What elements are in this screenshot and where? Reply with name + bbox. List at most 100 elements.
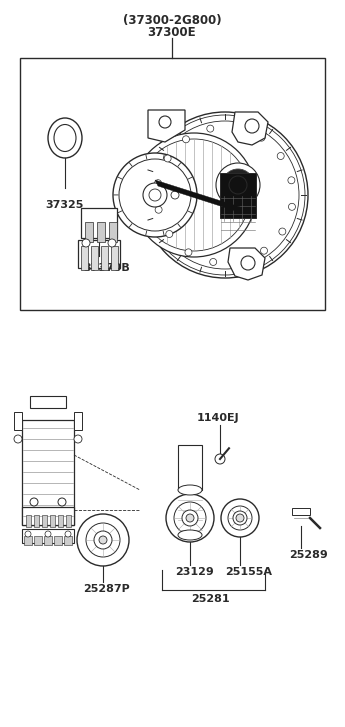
Circle shape xyxy=(279,228,286,235)
Circle shape xyxy=(221,499,259,537)
Text: 37370B: 37370B xyxy=(83,263,130,273)
Bar xyxy=(81,246,88,270)
Circle shape xyxy=(77,514,129,566)
Circle shape xyxy=(233,124,240,132)
Ellipse shape xyxy=(178,485,202,495)
Bar xyxy=(58,515,63,527)
Bar xyxy=(22,507,74,525)
Circle shape xyxy=(185,249,192,256)
Ellipse shape xyxy=(48,118,82,158)
Text: (37300-2G800): (37300-2G800) xyxy=(123,14,221,27)
Ellipse shape xyxy=(54,124,76,151)
Circle shape xyxy=(108,239,116,247)
Bar xyxy=(85,222,93,242)
Bar xyxy=(22,529,74,543)
Circle shape xyxy=(174,502,206,534)
Circle shape xyxy=(229,176,247,194)
Bar xyxy=(14,412,22,430)
Bar xyxy=(24,536,32,545)
Circle shape xyxy=(138,139,250,251)
Circle shape xyxy=(65,531,71,537)
Circle shape xyxy=(216,163,260,207)
Circle shape xyxy=(288,177,295,184)
Circle shape xyxy=(228,506,252,530)
Text: 25155A: 25155A xyxy=(225,567,272,577)
Circle shape xyxy=(288,204,295,210)
Circle shape xyxy=(166,230,173,238)
Ellipse shape xyxy=(178,530,202,540)
Polygon shape xyxy=(148,110,185,142)
Bar xyxy=(20,58,325,310)
Bar xyxy=(34,515,39,527)
Text: 23129: 23129 xyxy=(175,567,214,577)
Circle shape xyxy=(119,159,191,231)
Circle shape xyxy=(171,191,179,199)
Polygon shape xyxy=(22,420,74,525)
Circle shape xyxy=(74,435,82,443)
Text: 25281: 25281 xyxy=(191,594,229,604)
Circle shape xyxy=(132,133,256,257)
Circle shape xyxy=(151,121,299,269)
Bar xyxy=(78,240,120,268)
Bar xyxy=(44,536,52,545)
Circle shape xyxy=(241,256,255,270)
Circle shape xyxy=(113,153,197,237)
Bar xyxy=(109,222,117,242)
Circle shape xyxy=(159,116,171,128)
Circle shape xyxy=(155,180,161,187)
Circle shape xyxy=(207,125,214,132)
Polygon shape xyxy=(155,180,242,213)
Bar xyxy=(42,515,47,527)
Bar xyxy=(81,208,117,238)
Circle shape xyxy=(258,134,265,141)
Bar xyxy=(64,536,72,545)
Circle shape xyxy=(236,514,244,522)
Circle shape xyxy=(155,206,162,213)
Circle shape xyxy=(277,153,284,159)
Circle shape xyxy=(164,155,171,162)
Bar xyxy=(111,246,118,270)
Bar xyxy=(91,246,98,270)
Circle shape xyxy=(233,511,247,525)
Text: 37300E: 37300E xyxy=(148,26,196,39)
Circle shape xyxy=(25,531,31,537)
Circle shape xyxy=(142,112,308,278)
Circle shape xyxy=(260,247,267,254)
Bar xyxy=(34,536,42,545)
Circle shape xyxy=(166,494,214,542)
Circle shape xyxy=(186,514,194,522)
Circle shape xyxy=(245,119,259,133)
Circle shape xyxy=(222,169,254,201)
Text: 1140EJ: 1140EJ xyxy=(197,413,239,423)
Circle shape xyxy=(210,259,217,265)
Text: 37325: 37325 xyxy=(46,200,84,210)
Circle shape xyxy=(149,189,161,201)
Circle shape xyxy=(45,531,51,537)
Circle shape xyxy=(86,523,120,557)
Polygon shape xyxy=(228,248,265,280)
Text: 25287P: 25287P xyxy=(83,584,130,594)
Bar xyxy=(66,515,71,527)
Circle shape xyxy=(236,258,243,265)
Circle shape xyxy=(58,498,66,506)
Bar xyxy=(50,515,55,527)
Circle shape xyxy=(94,531,112,549)
Circle shape xyxy=(14,435,22,443)
Circle shape xyxy=(145,115,305,275)
Circle shape xyxy=(30,498,38,506)
Circle shape xyxy=(143,183,167,207)
Bar xyxy=(101,246,108,270)
Bar xyxy=(54,536,62,545)
Bar xyxy=(97,222,105,242)
Bar xyxy=(178,445,202,490)
Bar xyxy=(30,396,66,408)
Bar xyxy=(74,412,82,430)
Circle shape xyxy=(99,536,107,544)
Bar xyxy=(220,173,256,218)
Circle shape xyxy=(183,136,189,142)
Circle shape xyxy=(82,239,90,247)
Bar xyxy=(26,515,31,527)
Circle shape xyxy=(215,454,225,464)
Polygon shape xyxy=(232,112,268,145)
Text: 25289: 25289 xyxy=(289,550,328,560)
